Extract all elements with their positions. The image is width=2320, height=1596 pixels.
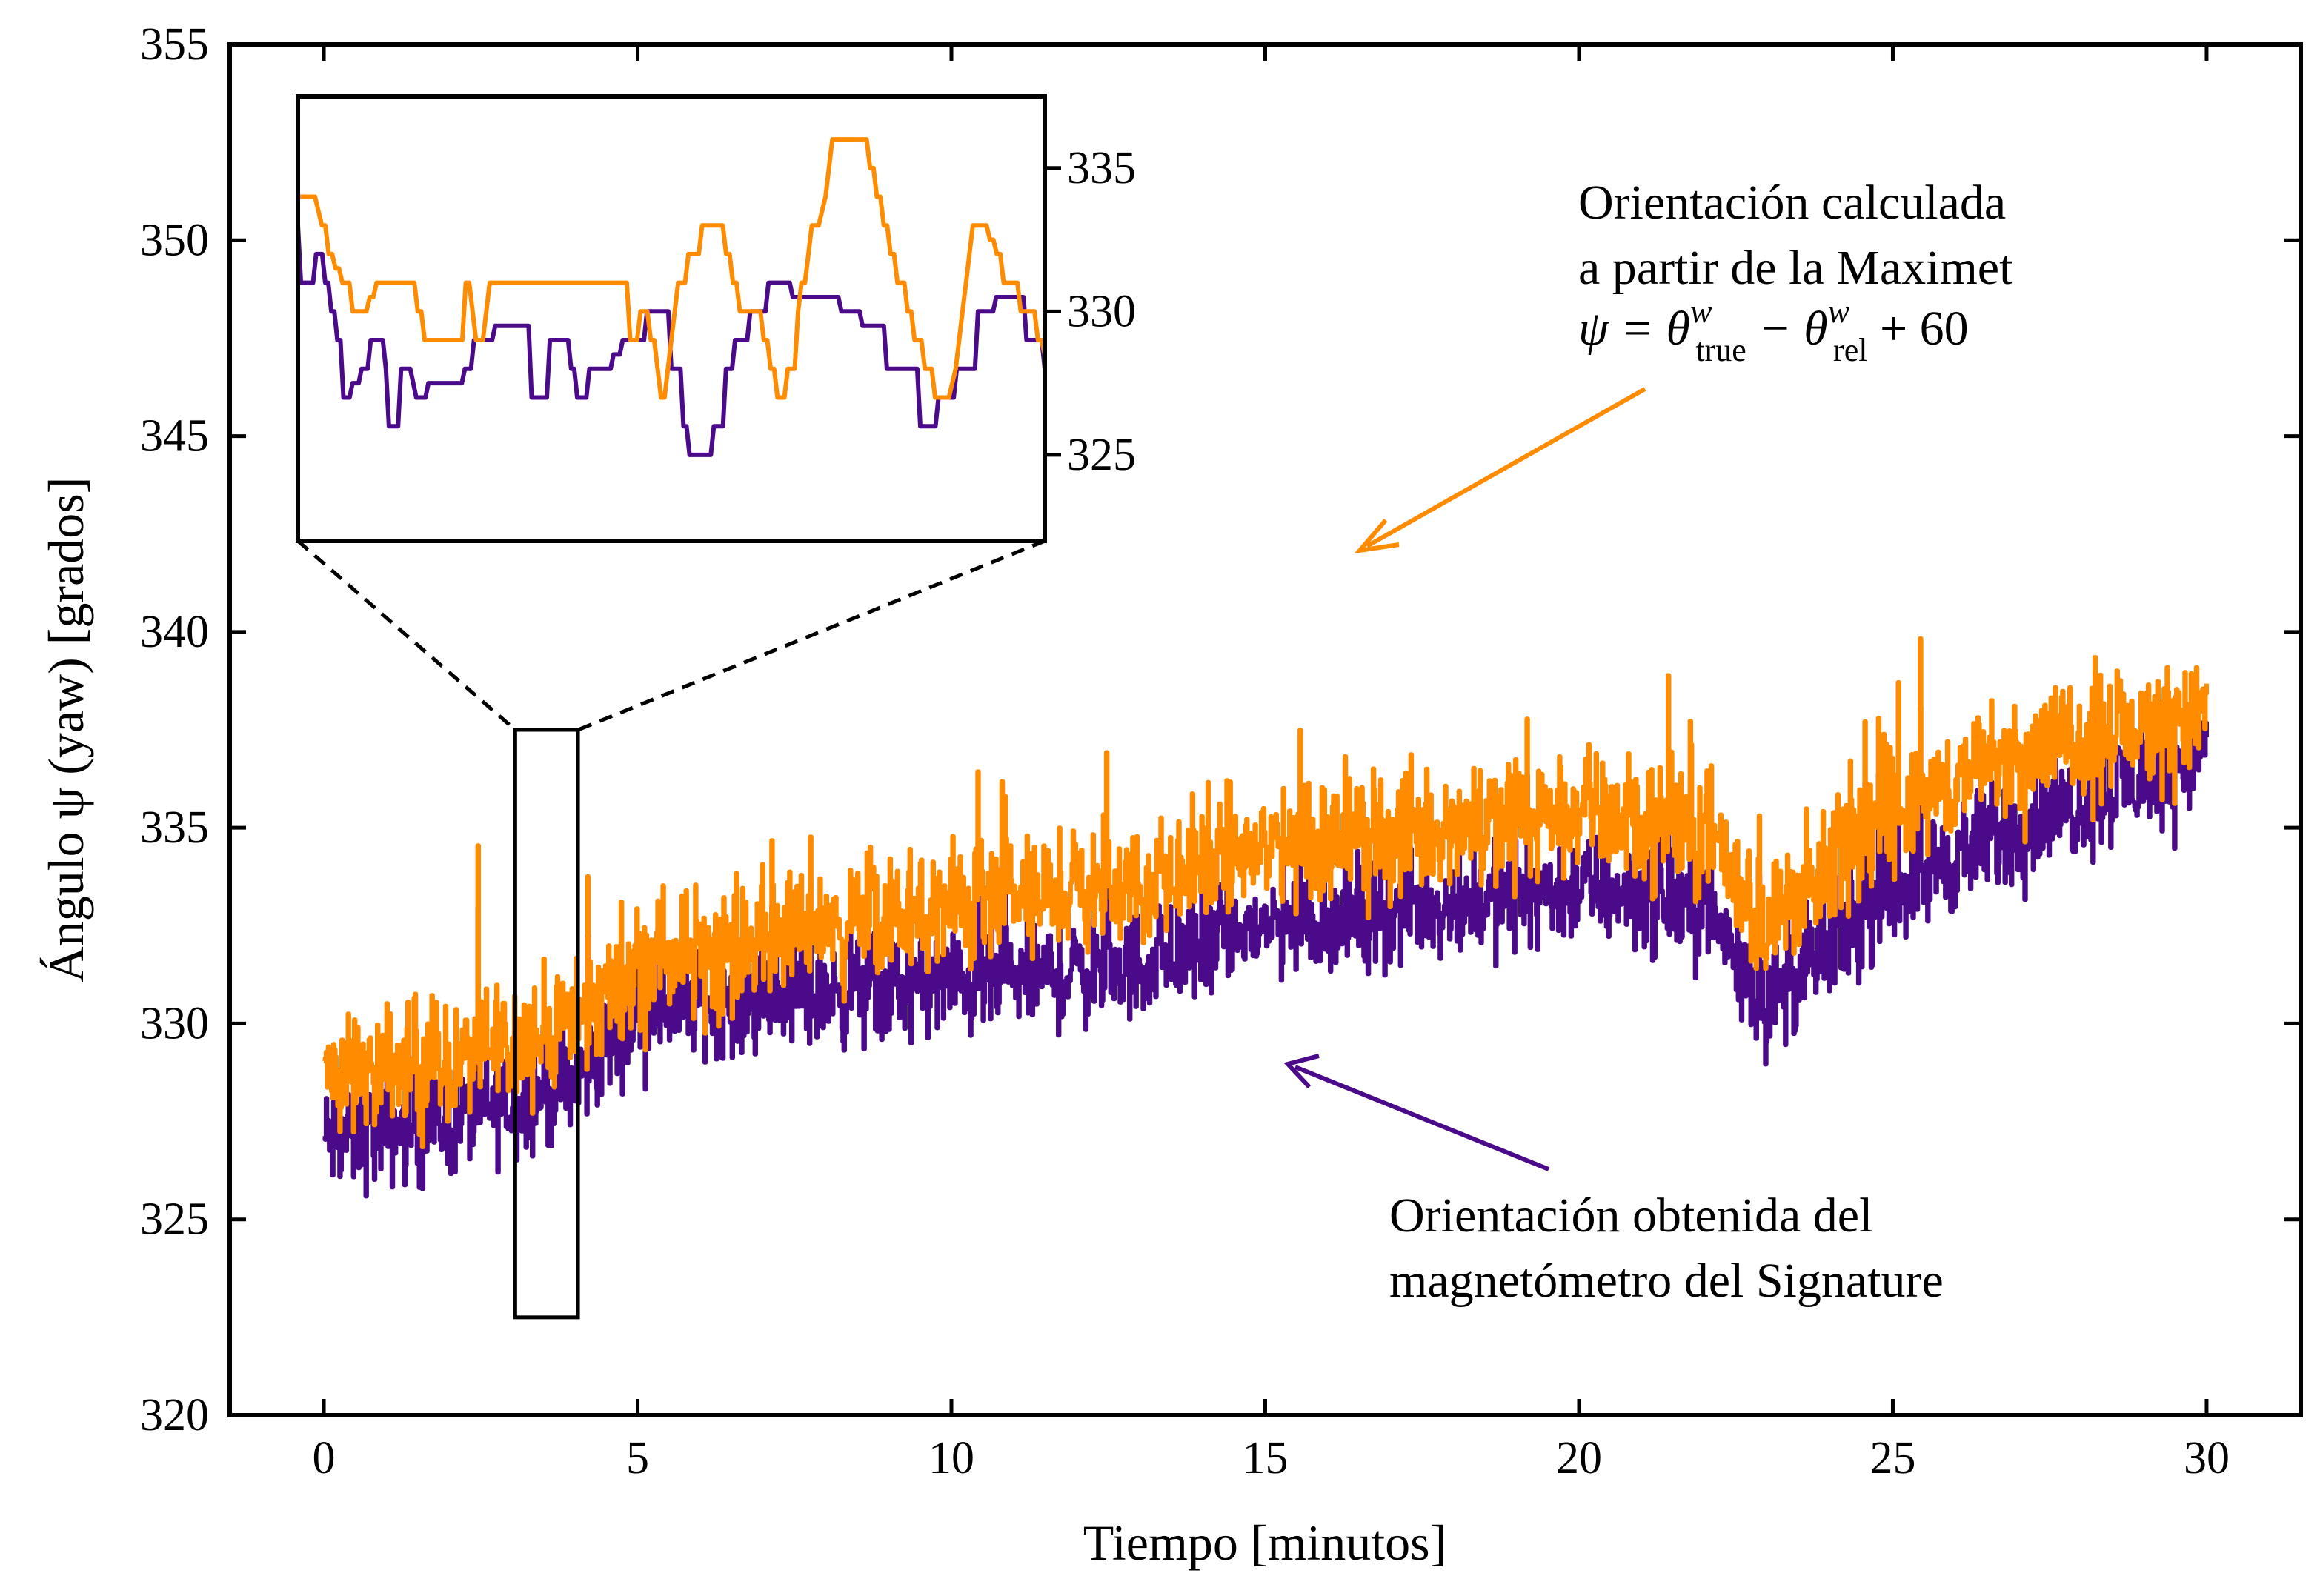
- inset-y-tick-label: 335: [1067, 143, 1136, 193]
- y-tick-label: 355: [140, 19, 209, 70]
- x-tick-label: 10: [928, 1433, 974, 1483]
- inset-series-lines: [296, 137, 1047, 457]
- y-tick-label: 325: [140, 1194, 209, 1245]
- formula-sub2: rel: [1833, 332, 1867, 368]
- main-plot: 0 5 10 15 20 25 30 320 325 330 335 340 345 350 355 Tie…: [38, 19, 2303, 1571]
- zoom-connector-left: [296, 539, 517, 731]
- signature-annotation-line1: Orientación obtenida del: [1389, 1188, 1872, 1243]
- signature-arrowhead: [1283, 1054, 1320, 1089]
- y-tick-label: 320: [140, 1390, 209, 1440]
- signature-annotation-line2: magnetómetro del Signature: [1389, 1254, 1944, 1308]
- x-axis-label: Tiempo [minutos]: [1083, 1514, 1447, 1571]
- maximet-arrow-line: [1366, 387, 1646, 548]
- main-axis-ticks: 0 5 10 15 20 25 30 320 325 330 335 340 345 350 355: [140, 19, 2301, 1483]
- x-tick-label: 15: [1243, 1433, 1289, 1483]
- x-tick-label: 0: [313, 1433, 336, 1483]
- maximet-arrowhead: [1354, 519, 1400, 554]
- maximet-annotation-line1: Orientación calculada: [1578, 176, 2006, 230]
- signature-arrow-line: [1294, 1065, 1550, 1171]
- x-tick-label: 30: [2184, 1433, 2230, 1483]
- y-tick-label: 350: [140, 215, 209, 265]
- y-tick-label: 340: [140, 607, 209, 657]
- zoom-connector-right: [577, 539, 1046, 732]
- main-series-1: [322, 636, 2209, 1149]
- main-series-lines: [322, 636, 2209, 1199]
- formula-psi: ψ = θ: [1578, 302, 1690, 356]
- maximet-formula: ψ = θw true − θw rel + 60: [1578, 293, 1969, 368]
- inset-y-tick-label: 325: [1067, 430, 1136, 480]
- annotations: Orientación calculada a partir de la Max…: [1283, 176, 2012, 1308]
- maximet-annotation-line2: a partir de la Maximet: [1578, 241, 2012, 295]
- x-tick-label: 20: [1556, 1433, 1602, 1483]
- formula-w2: w: [1828, 293, 1850, 330]
- zoom-box: [513, 728, 580, 1320]
- inset-axis-ticks: 325 330 335: [1045, 143, 1136, 480]
- formula-plus: + 60: [1867, 302, 1968, 356]
- y-tick-label: 335: [140, 802, 209, 853]
- formula-sub1: true: [1695, 332, 1746, 368]
- zoom-region: [296, 539, 1046, 1320]
- inset-background: [298, 96, 1045, 541]
- inset-y-tick-label: 330: [1067, 286, 1136, 336]
- y-axis-label: Ángulo ψ (yaw) [grados]: [38, 477, 94, 983]
- inset-series-0: [296, 225, 1047, 457]
- x-tick-label: 5: [626, 1433, 649, 1483]
- inset-frame: [296, 94, 1047, 543]
- formula-w1: w: [1690, 293, 1712, 330]
- y-tick-label: 330: [140, 998, 209, 1048]
- x-tick-label: 25: [1869, 1433, 1915, 1483]
- y-tick-label: 345: [140, 411, 209, 462]
- inset-series-1: [298, 137, 1047, 400]
- inset-plot: 325 330 335: [296, 94, 1136, 543]
- formula-minus-theta: − θ: [1746, 302, 1828, 356]
